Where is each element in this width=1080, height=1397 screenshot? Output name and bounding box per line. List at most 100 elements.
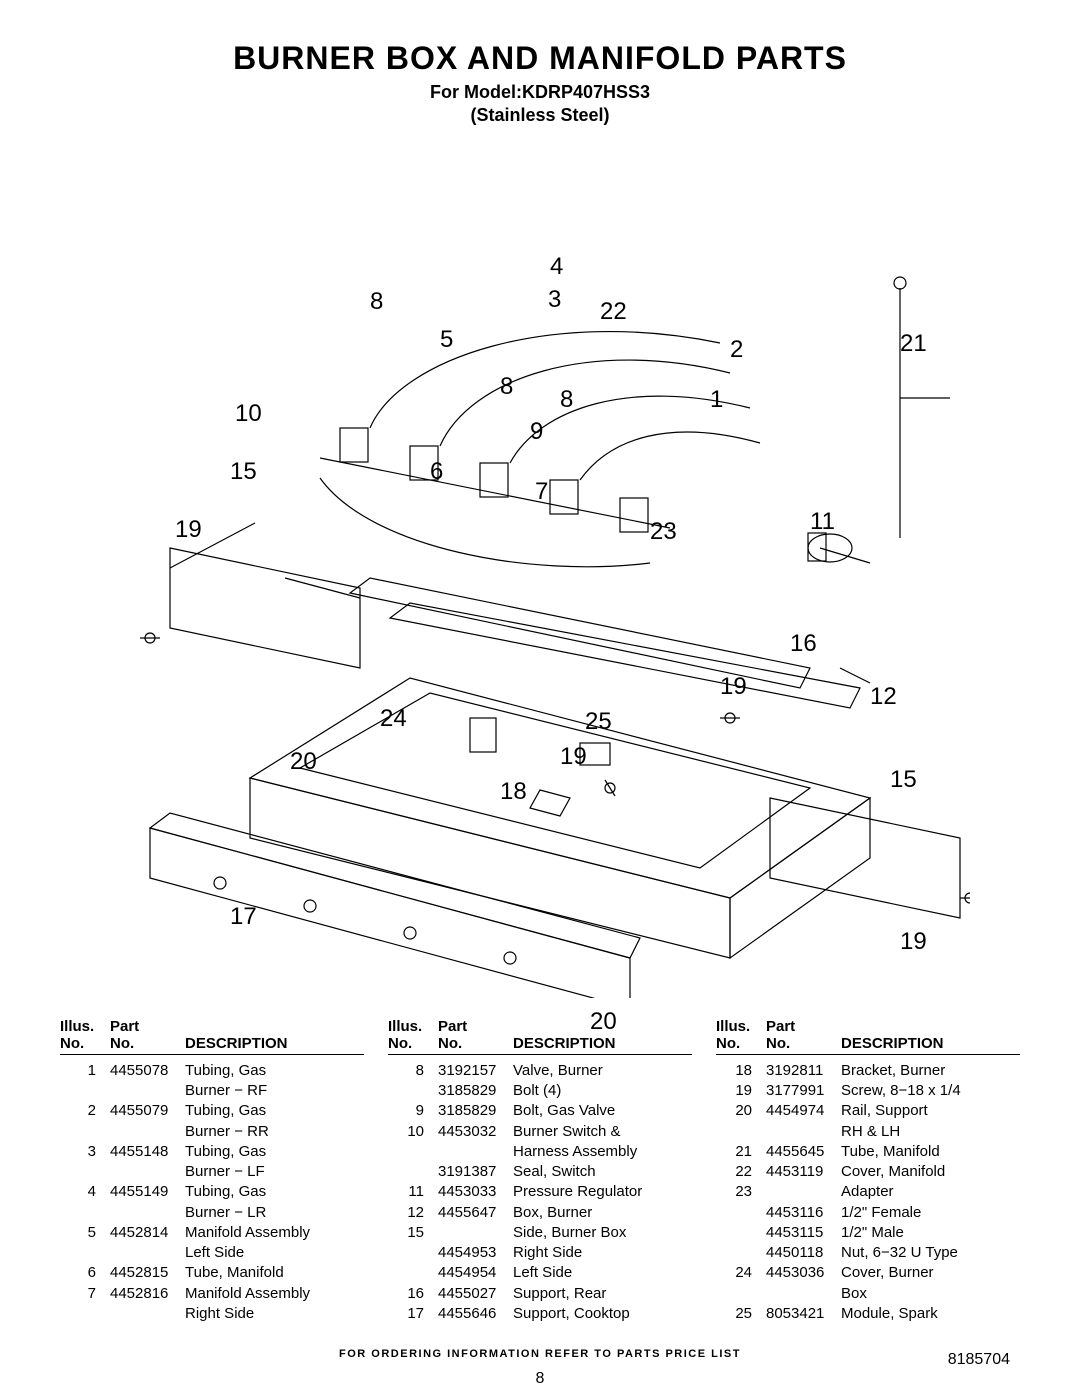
table-row: 3191387Seal, Switch <box>388 1162 692 1182</box>
callout-number: 25 <box>585 708 612 736</box>
cell-part <box>110 1203 185 1223</box>
page-subtitle: For Model:KDRP407HSS3 (Stainless Steel) <box>60 81 1020 128</box>
table-row: 193177991Screw, 8−18 x 1/4 <box>716 1081 1020 1101</box>
cell-desc: Screw, 8−18 x 1/4 <box>841 1081 1020 1101</box>
cell-part: 4452815 <box>110 1263 185 1283</box>
table-row: 74452816Manifold Assembly <box>60 1284 364 1304</box>
cell-desc: Cover, Burner <box>841 1263 1020 1283</box>
cell-illus: 3 <box>60 1142 110 1162</box>
cell-part: 8053421 <box>766 1304 841 1324</box>
cell-part: 4455148 <box>110 1142 185 1162</box>
table-row: 114453033Pressure Regulator <box>388 1182 692 1202</box>
cell-illus <box>60 1304 110 1324</box>
cell-illus: 7 <box>60 1284 110 1304</box>
table-row: 93185829Bolt, Gas Valve <box>388 1101 692 1121</box>
col1-rows: 14455078Tubing, GasBurner − RF24455079Tu… <box>60 1061 364 1324</box>
callout-number: 6 <box>430 458 443 486</box>
table-row: 183192811Bracket, Burner <box>716 1061 1020 1081</box>
cell-desc: Module, Spark <box>841 1304 1020 1324</box>
cell-illus <box>388 1263 438 1283</box>
table-row: Burner − RF <box>60 1081 364 1101</box>
cell-part: 4453032 <box>438 1122 513 1142</box>
cell-part: 4455079 <box>110 1101 185 1121</box>
table-row: RH & LH <box>716 1122 1020 1142</box>
cell-desc: Cover, Manifold <box>841 1162 1020 1182</box>
callout-number: 1 <box>710 386 723 414</box>
hdr-illus: Illus.No. <box>60 1018 110 1052</box>
cell-desc: Burner − RF <box>185 1081 364 1101</box>
callout-number: 19 <box>900 928 927 956</box>
cell-illus: 9 <box>388 1101 438 1121</box>
cell-part: 4455078 <box>110 1061 185 1081</box>
callout-number: 15 <box>230 458 257 486</box>
cell-illus: 21 <box>716 1142 766 1162</box>
cell-part <box>766 1122 841 1142</box>
callout-number: 24 <box>380 705 407 733</box>
col2-rows: 83192157Valve, Burner3185829Bolt (4)9318… <box>388 1061 692 1324</box>
cell-part: 3185829 <box>438 1081 513 1101</box>
cell-part: 4452814 <box>110 1223 185 1243</box>
callout-number: 15 <box>890 766 917 794</box>
table-row: Burner − LF <box>60 1162 364 1182</box>
cell-illus: 23 <box>716 1182 766 1202</box>
cell-illus: 24 <box>716 1263 766 1283</box>
table-row: Burner − LR <box>60 1203 364 1223</box>
cell-part: 4453116 <box>766 1203 841 1223</box>
cell-illus: 20 <box>716 1101 766 1121</box>
callout-number: 8 <box>370 288 383 316</box>
cell-desc: Bracket, Burner <box>841 1061 1020 1081</box>
cell-part: 3191387 <box>438 1162 513 1182</box>
table-row: 174455646Support, Cooktop <box>388 1304 692 1324</box>
callout-number: 19 <box>560 743 587 771</box>
cell-desc: RH & LH <box>841 1122 1020 1142</box>
hdr-illus: Illus.No. <box>716 1018 766 1052</box>
cell-desc: Left Side <box>185 1243 364 1263</box>
cell-desc: Burner − RR <box>185 1122 364 1142</box>
table-row: 83192157Valve, Burner <box>388 1061 692 1081</box>
table-row: Left Side <box>60 1243 364 1263</box>
cell-part: 4450118 <box>766 1243 841 1263</box>
cell-desc: Burner − LR <box>185 1203 364 1223</box>
cell-desc: Pressure Regulator <box>513 1182 692 1202</box>
table-row: 104453032Burner Switch & <box>388 1122 692 1142</box>
cell-part <box>110 1304 185 1324</box>
callout-number: 18 <box>500 778 527 806</box>
callout-number: 3 <box>548 286 561 314</box>
subtitle-line2: (Stainless Steel) <box>470 105 609 125</box>
cell-desc: 1/2" Female <box>841 1203 1020 1223</box>
cell-desc: Side, Burner Box <box>513 1223 692 1243</box>
page-number: 8 <box>60 1370 1020 1388</box>
cell-illus <box>716 1122 766 1142</box>
page-title: BURNER BOX AND MANIFOLD PARTS <box>60 40 1020 77</box>
table-row: 54452814Manifold Assembly <box>60 1223 364 1243</box>
cell-desc: Tubing, Gas <box>185 1061 364 1081</box>
callout-number: 19 <box>720 673 747 701</box>
callout-number: 8 <box>560 386 573 414</box>
cell-illus <box>60 1162 110 1182</box>
callout-number: 20 <box>290 748 317 776</box>
cell-illus: 25 <box>716 1304 766 1324</box>
cell-part: 3192811 <box>766 1061 841 1081</box>
cell-illus: 18 <box>716 1061 766 1081</box>
callout-number: 17 <box>230 903 257 931</box>
cell-illus: 2 <box>60 1101 110 1121</box>
cell-desc: Harness Assembly <box>513 1142 692 1162</box>
cell-desc: Box, Burner <box>513 1203 692 1223</box>
cell-desc: 1/2" Male <box>841 1223 1020 1243</box>
table-row: Burner − RR <box>60 1122 364 1142</box>
cell-illus: 22 <box>716 1162 766 1182</box>
cell-desc: Tube, Manifold <box>841 1142 1020 1162</box>
table-row: 34455148Tubing, Gas <box>60 1142 364 1162</box>
callout-number: 19 <box>175 516 202 544</box>
cell-illus <box>60 1122 110 1142</box>
callout-number: 23 <box>650 518 677 546</box>
cell-part: 3177991 <box>766 1081 841 1101</box>
callout-number: 11 <box>810 508 835 536</box>
table-row: 24455079Tubing, Gas <box>60 1101 364 1121</box>
table-row: Box <box>716 1284 1020 1304</box>
table-row: 64452815Tube, Manifold <box>60 1263 364 1283</box>
cell-part: 4453033 <box>438 1182 513 1202</box>
table-row: 14455078Tubing, Gas <box>60 1061 364 1081</box>
cell-illus <box>716 1243 766 1263</box>
cell-part: 3192157 <box>438 1061 513 1081</box>
